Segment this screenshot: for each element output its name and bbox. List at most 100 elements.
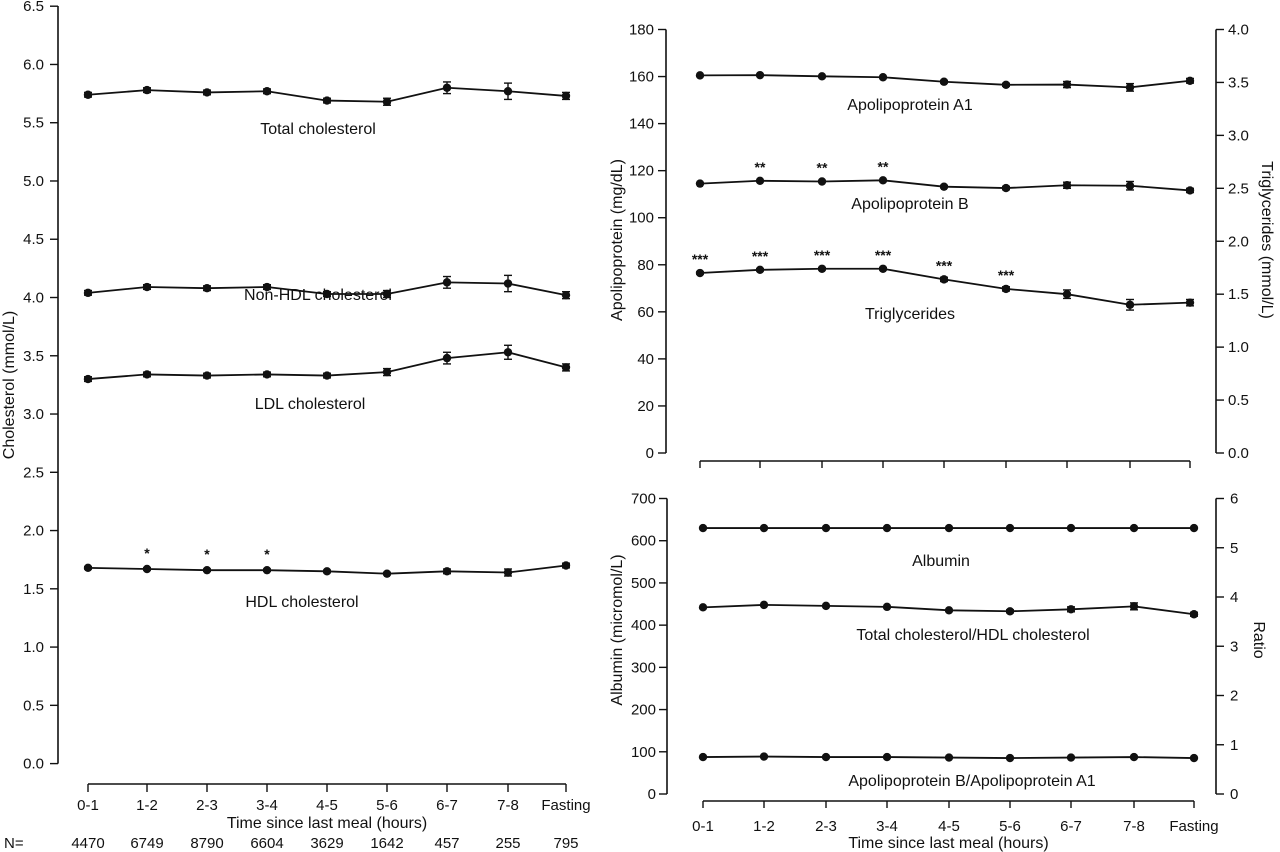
data-point [1062, 289, 1072, 299]
data-point [1129, 752, 1139, 762]
left-x-tick-label: 6-7 [436, 797, 458, 814]
data-point [382, 569, 392, 578]
data-point [142, 564, 152, 574]
left-series-non-hdl-cholesterol [83, 274, 571, 300]
top-right-y-tick-label: 80 [637, 257, 654, 274]
data-point [817, 72, 827, 81]
bottom-right-y-tick-label: 300 [631, 659, 656, 676]
data-point [821, 523, 831, 533]
left-y-tick-label: 6.0 [23, 56, 44, 73]
left-n-value: 1642 [370, 835, 403, 852]
data-point [503, 568, 513, 577]
left-y-tick-label: 4.5 [23, 231, 44, 248]
significance-marker: ** [878, 158, 889, 174]
data-point [503, 87, 513, 96]
data-point [442, 83, 452, 92]
left-n-value: 795 [553, 835, 578, 852]
data-point [262, 282, 272, 292]
data-point [755, 70, 765, 80]
left-y-tick-label: 3.5 [23, 348, 44, 365]
left-x-tick-label: Fasting [541, 797, 590, 814]
left-x-tick-label: 5-6 [376, 797, 398, 814]
bottom-right-y2-tick-label: 1 [1230, 737, 1238, 754]
bottom-right-y-tick-label: 400 [631, 617, 656, 634]
top-right-y-tick-label: 40 [637, 351, 654, 368]
data-point [1005, 523, 1015, 533]
significance-marker: * [204, 546, 210, 562]
data-point [1189, 753, 1199, 763]
significance-marker: *** [752, 248, 769, 264]
data-point [561, 561, 571, 570]
bottom-right-y2-axis-title: Ratio [1250, 621, 1267, 658]
data-point [878, 73, 888, 82]
data-point [83, 90, 93, 99]
data-point [322, 371, 332, 380]
data-point [202, 283, 212, 293]
left-series-hdl-cholesterol [83, 561, 571, 578]
data-point [1125, 181, 1135, 190]
left-y-tick-label: 3.0 [23, 406, 44, 423]
left-y-tick-label: 1.0 [23, 639, 44, 656]
bottom-right-y-tick-label: 0 [648, 786, 656, 803]
left-x-tick-label: 1-2 [136, 797, 158, 814]
top-right-y-tick-label: 140 [629, 116, 654, 133]
data-point [939, 77, 949, 86]
data-point [821, 752, 831, 762]
bottom-right-x-tick-label: Fasting [1169, 818, 1218, 835]
bottom-right-y2-tick-label: 2 [1230, 688, 1238, 705]
bottom-right-y-tick-label: 200 [631, 702, 656, 719]
left-y-tick-label: 1.5 [23, 581, 44, 598]
series-label-triglycerides: Triglycerides [865, 306, 955, 323]
data-point [759, 752, 769, 761]
left-n-value: 8790 [190, 835, 223, 852]
data-point [759, 523, 769, 533]
left-y-tick-label: 0.0 [23, 756, 44, 773]
left-y-tick-label: 5.5 [23, 115, 44, 132]
data-point [442, 567, 452, 576]
data-point [882, 602, 892, 612]
data-point [1185, 186, 1195, 195]
significance-marker: *** [814, 247, 831, 263]
data-point [698, 603, 708, 612]
bottom-right-y-tick-label: 700 [631, 491, 656, 508]
data-point [442, 353, 452, 363]
data-point [755, 265, 765, 275]
data-point [882, 523, 892, 533]
left-series-ldl-cholesterol [83, 344, 571, 384]
data-point [1062, 181, 1072, 190]
data-point [1129, 602, 1139, 611]
left-n-value: 457 [434, 835, 459, 852]
top-right-y-tick-label: 0 [646, 445, 654, 462]
data-point [322, 289, 332, 299]
top-right-y2-tick-label: 3.0 [1228, 127, 1249, 144]
bottom-right-x-axis-title: Time since last meal (hours) [848, 835, 1048, 852]
data-point [944, 606, 954, 615]
top-right-y2-tick-label: 1.5 [1228, 286, 1249, 303]
bottom-right-series-apolipoprotein-b-apolipoprotein-a1 [698, 752, 1199, 763]
data-point [878, 264, 888, 273]
bottom-right-x-tick-label: 2-3 [815, 818, 837, 835]
bottom-right-x-tick-label: 5-6 [999, 818, 1021, 835]
data-point [817, 264, 827, 273]
data-point [561, 363, 571, 372]
data-point [755, 176, 765, 185]
top-right-y2-tick-label: 3.5 [1228, 74, 1249, 91]
data-point [322, 567, 332, 576]
left-y-tick-label: 2.5 [23, 464, 44, 481]
data-point [142, 370, 152, 379]
left-x-axis-title: Time since last meal (hours) [227, 815, 427, 832]
data-point [142, 282, 152, 292]
left-n-value: 3629 [310, 835, 343, 852]
data-point [322, 96, 332, 105]
series-label-apolipoprotein-b-apolipoprotein-a1: Apolipoprotein B/Apolipoprotein A1 [848, 773, 1095, 790]
data-point [442, 278, 452, 287]
data-point [878, 176, 888, 185]
bottom-right-y2-tick-label: 3 [1230, 638, 1238, 655]
top-right-y-tick-label: 60 [637, 304, 654, 321]
significance-marker: *** [998, 267, 1015, 283]
data-point [1066, 753, 1076, 762]
left-x-tick-label: 0-1 [77, 797, 99, 814]
left-y-axis-title: Cholesterol (mmol/L) [1, 311, 18, 459]
bottom-right-series-total-cholesterol-hdl-cholesterol [698, 600, 1199, 619]
